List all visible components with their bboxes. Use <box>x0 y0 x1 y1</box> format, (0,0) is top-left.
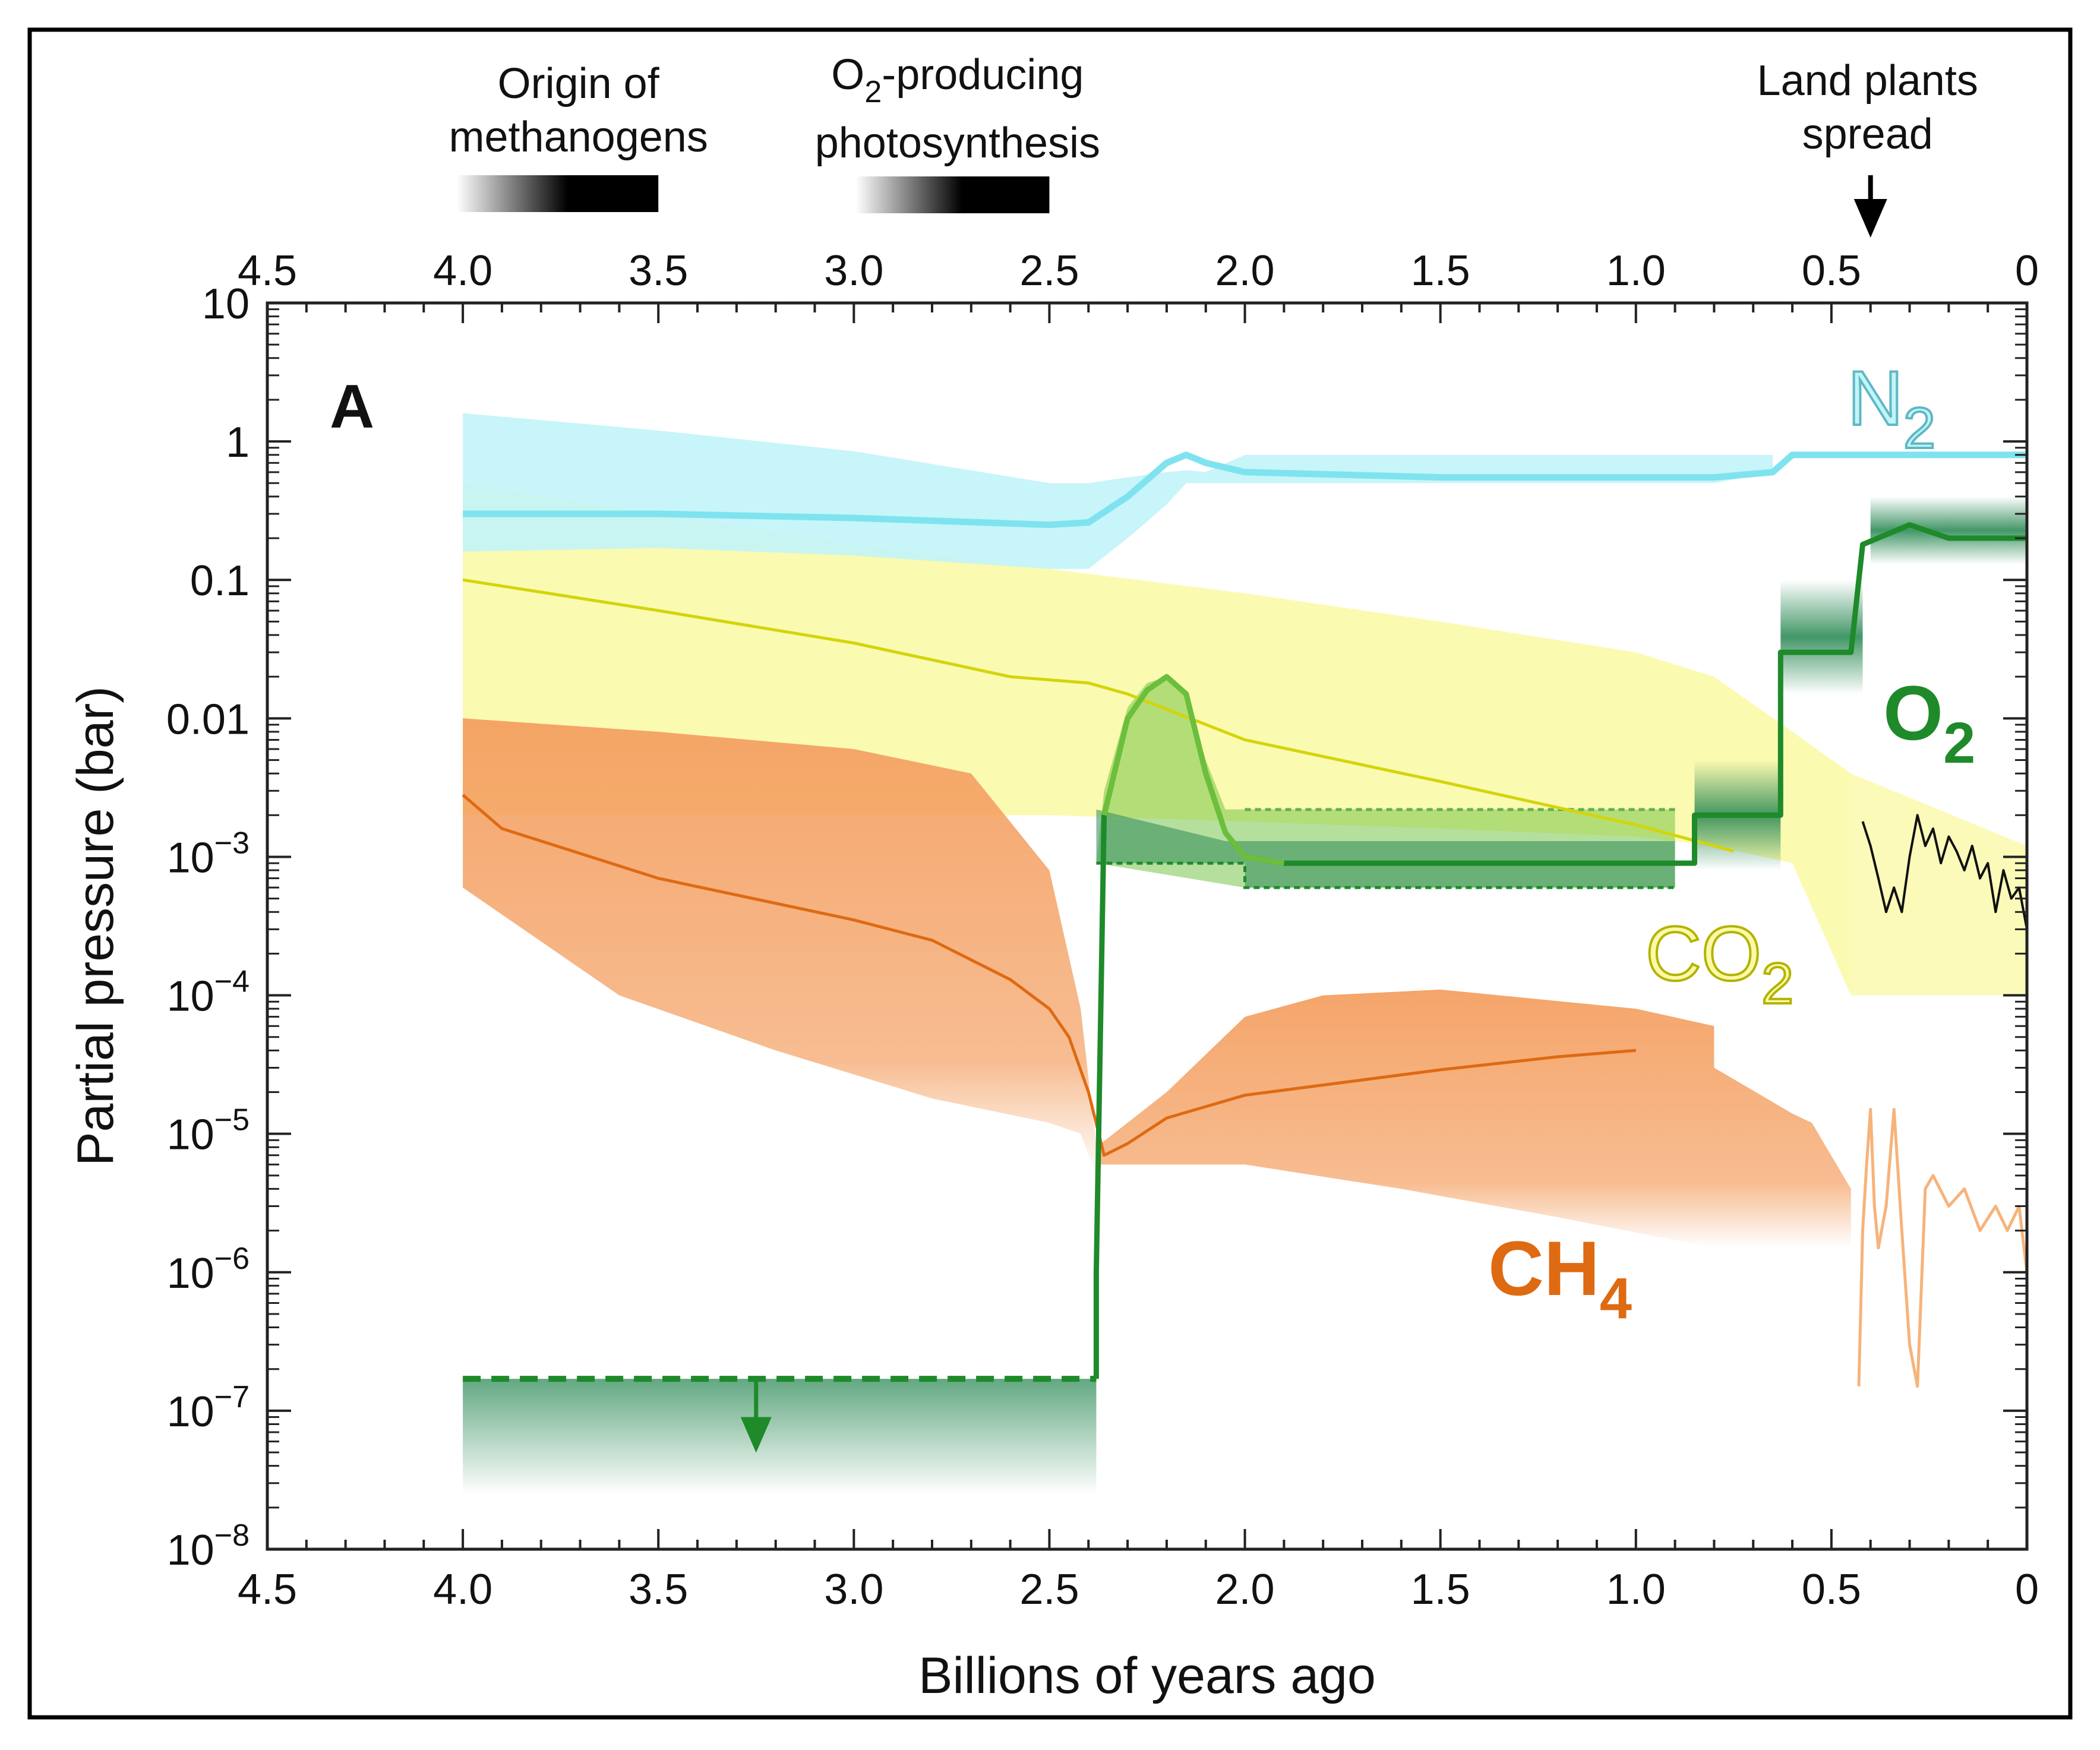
x-tick-label-top: 0.5 <box>1802 247 1861 295</box>
photosynthesis-age-bar <box>855 176 1050 213</box>
x-tick-label-top: 4.5 <box>238 247 297 295</box>
x-tick-label-bottom: 4.0 <box>433 1566 492 1613</box>
panel-label: A <box>330 372 374 441</box>
x-tick-label-bottom: 3.5 <box>629 1566 688 1613</box>
annotation-methanogens-line2: methanogens <box>449 113 708 161</box>
y-tick-label: 1 <box>226 419 250 466</box>
ch4-band-early <box>463 718 1097 1176</box>
o2-goe-overshoot-line <box>1101 674 1285 866</box>
ch4-label: CH4 <box>1488 1225 1632 1331</box>
x-tick-label-bottom: 0.5 <box>1802 1566 1861 1613</box>
n2-band <box>463 413 1773 569</box>
y-tick-label: 10−7 <box>167 1380 250 1436</box>
y-tick-label: 10−4 <box>167 965 250 1021</box>
o2-band-lower-edge <box>1096 861 1675 889</box>
methanogens-age-bar <box>457 175 659 212</box>
y-tick-label: 10−6 <box>167 1242 250 1297</box>
y-tick-label: 10−3 <box>167 826 250 882</box>
x-tick-label-top: 3.0 <box>824 247 883 295</box>
plot-frame <box>266 301 2029 1551</box>
co2-band-modern <box>1850 773 2027 996</box>
x-tick-label-top: 4.0 <box>433 247 492 295</box>
o2-band-archean <box>463 1379 1097 1495</box>
co2-label: CO2 <box>1646 910 1793 1016</box>
n2-line <box>463 451 2027 528</box>
x-tick-label-top: 1.5 <box>1411 247 1470 295</box>
x-tick-label-bottom: 1.0 <box>1606 1566 1666 1613</box>
annotations: Origin of methanogens O2-producing photosyn… <box>449 51 1978 238</box>
ch4-band-late <box>1096 989 1851 1248</box>
x-tick-label-top: 3.5 <box>629 247 688 295</box>
annotation-methanogens-line1: Origin of <box>498 60 660 108</box>
annotation-land-plants-line2: spread <box>1802 110 1933 158</box>
annotation-photosynthesis-line2: photosynthesis <box>815 119 1100 167</box>
y-tick-label: 0.1 <box>190 557 250 605</box>
x-tick-label-bottom: 0 <box>2015 1566 2039 1613</box>
o2-band-proterozoic <box>1096 677 1675 888</box>
x-tick-label-bottom: 2.0 <box>1215 1566 1275 1613</box>
ch4-line <box>462 794 1637 1157</box>
land-plants-arrow-head <box>1853 199 1887 238</box>
x-tick-label-top: 2.0 <box>1215 247 1275 295</box>
o2-band-proterozoic-dark <box>1096 809 1675 888</box>
o2-band-ediacaran <box>1780 580 1863 694</box>
n2-label: N2 <box>1848 355 1935 460</box>
x-tick-label-bottom: 4.5 <box>238 1566 297 1613</box>
annotation-land-plants-line1: Land plants <box>1757 57 1978 105</box>
x-tick-label-bottom: 2.5 <box>1019 1566 1079 1613</box>
modern-co2-line <box>1861 814 2028 930</box>
series-lines <box>462 451 2029 1453</box>
o2-upper-limit-arrow-head <box>740 1417 772 1453</box>
x-axis-title: Billions of years ago <box>918 1647 1376 1704</box>
axes <box>266 301 2029 1551</box>
x-tick-label-top: 2.5 <box>1019 247 1079 295</box>
text-labels: 4.5 4.5 4.0 4.0 3.5 3.5 3.0 3.0 2.5 2.5 2.0 2.0 1.5 1… <box>67 247 2039 1704</box>
co2-line <box>462 578 1734 853</box>
ch4-recent-line <box>1857 1108 2029 1388</box>
y-tick-label: 10−5 <box>167 1103 250 1159</box>
x-tick-label-top: 1.0 <box>1606 247 1666 295</box>
x-tick-label-top: 0 <box>2015 247 2039 295</box>
y-tick-label: 0.01 <box>166 696 250 743</box>
x-tick-label-bottom: 3.0 <box>824 1566 883 1613</box>
x-tick-label-bottom: 1.5 <box>1411 1566 1470 1613</box>
y-axis-title: Partial pressure (bar) <box>67 686 124 1166</box>
y-tick-label: 10 <box>202 280 250 328</box>
y-tick-label: 10−8 <box>167 1518 250 1574</box>
annotation-photosynthesis-line1: O2-producing <box>831 51 1084 109</box>
o2-label: O2 <box>1883 669 1975 775</box>
